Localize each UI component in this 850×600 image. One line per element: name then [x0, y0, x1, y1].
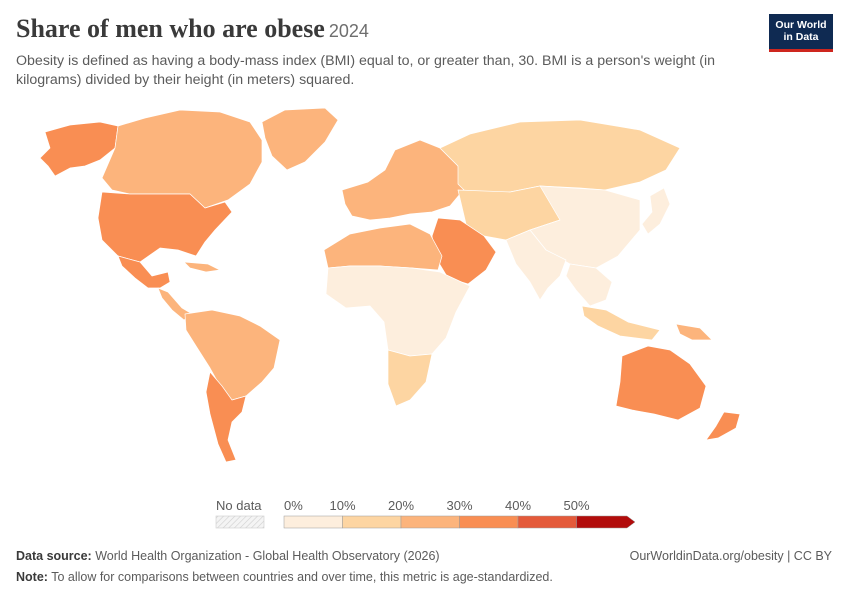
logo-line-1: Our World: [775, 19, 827, 31]
footer-url[interactable]: OurWorldinData.org/obesity | CC BY: [629, 549, 832, 563]
note-line: Note: To allow for comparisons between c…: [16, 570, 553, 584]
region-southern-africa[interactable]: [387, 349, 433, 407]
legend-tick-label: 0%: [284, 498, 303, 513]
legend-bin-3[interactable]: [459, 515, 519, 529]
source-text[interactable]: World Health Organization - Global Healt…: [95, 549, 440, 563]
region-argentina-chile[interactable]: [205, 371, 247, 463]
region-papua-new-guinea[interactable]: [675, 323, 713, 341]
region-usa[interactable]: [97, 191, 233, 263]
logo-line-2: in Data: [783, 31, 819, 43]
legend-tick-label: 20%: [388, 498, 414, 513]
legend-bin-2[interactable]: [400, 515, 460, 529]
map-legend: No data 0% 10% 20% 30% 40% 50%: [215, 498, 636, 529]
source-line: Data source: World Health Organization -…: [16, 549, 440, 563]
legend-tick-label: 50%: [563, 498, 589, 513]
region-caribbean[interactable]: [183, 261, 221, 273]
chart-title: Share of men who are obese 2024: [16, 14, 369, 44]
region-japan[interactable]: [641, 187, 671, 235]
legend-tick-label: 40%: [505, 498, 531, 513]
region-greenland[interactable]: [261, 107, 339, 171]
region-north-africa[interactable]: [323, 223, 443, 271]
region-russia[interactable]: [439, 119, 681, 197]
note-text: To allow for comparisons between countri…: [51, 570, 553, 584]
region-mexico[interactable]: [117, 255, 171, 289]
legend-bin-1[interactable]: [342, 515, 402, 529]
legend-no-data-swatch: [215, 515, 265, 529]
source-label: Data source:: [16, 549, 92, 563]
region-southeast-asia[interactable]: [565, 263, 613, 307]
region-alaska[interactable]: [39, 121, 119, 177]
legend-no-data-label: No data: [216, 498, 262, 513]
owid-logo[interactable]: Our World in Data: [769, 14, 833, 52]
note-label: Note:: [16, 570, 48, 584]
legend-bin-0[interactable]: [283, 515, 343, 529]
title-year: 2024: [328, 21, 369, 41]
legend-tick-label: 30%: [446, 498, 472, 513]
region-india-south-asia[interactable]: [505, 229, 567, 301]
legend-bin-5[interactable]: [576, 515, 636, 529]
region-south-america-north[interactable]: [184, 309, 281, 401]
legend-tick-label: 10%: [329, 498, 355, 513]
legend-bin-4[interactable]: [517, 515, 577, 529]
region-sub-saharan-africa[interactable]: [325, 265, 471, 357]
region-indonesia[interactable]: [581, 305, 661, 341]
region-canada[interactable]: [101, 109, 263, 209]
chart-subtitle: Obesity is defined as having a body-mass…: [16, 53, 716, 88]
region-australia[interactable]: [615, 345, 707, 421]
region-new-zealand[interactable]: [705, 411, 741, 441]
title-text: Share of men who are obese: [16, 14, 325, 43]
world-map[interactable]: [0, 100, 850, 490]
region-europe[interactable]: [341, 139, 466, 221]
